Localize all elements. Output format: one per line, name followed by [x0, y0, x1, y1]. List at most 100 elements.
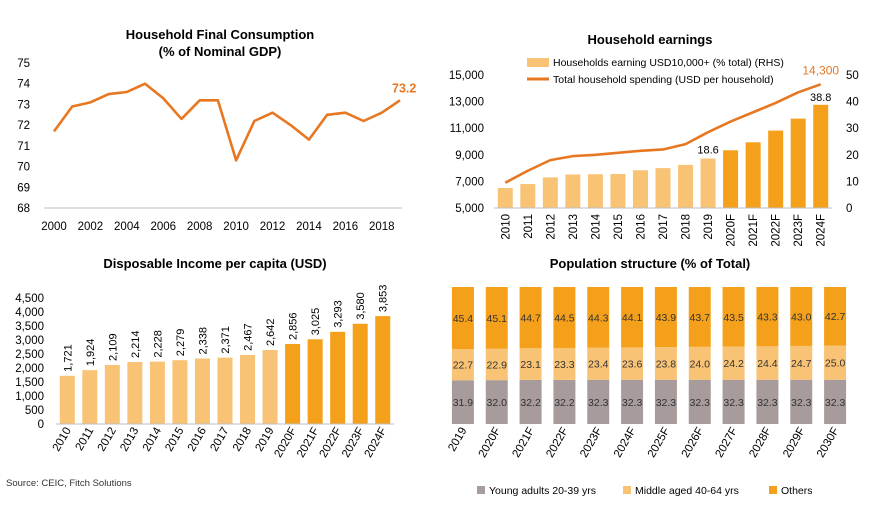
- chart4-segment-middle-2021f: [519, 348, 542, 380]
- chart3-x-tick-2016: 2016: [186, 426, 209, 454]
- chart1-y-tick-71: 71: [17, 141, 30, 153]
- chart4-x-tick-2021f: 2021F: [510, 426, 537, 460]
- chart2-bar-2022f: [768, 130, 784, 208]
- chart2-right-tick-30: 30: [846, 123, 859, 135]
- chart3-bar-2021f: [307, 339, 323, 424]
- chart3-x-tick-2017: 2017: [208, 426, 231, 454]
- legend-label-household-spending: Total household spending (USD per househ…: [553, 74, 774, 86]
- chart4-segment-others-2027f: [722, 287, 745, 347]
- chart4-label-young-2027f: 32.3: [723, 397, 744, 409]
- chart4-segment-young-2028f: [756, 379, 779, 424]
- chart4-segment-young-2023f: [587, 379, 610, 424]
- chart2-x-tick-2020f: 2020F: [726, 214, 738, 247]
- chart4-x-tick-2025f: 2025F: [646, 426, 673, 460]
- chart1-title: Household Final Consumption: [126, 27, 315, 42]
- chart2-x-tick-2014: 2014: [590, 213, 602, 239]
- chart4-label-young-2022f: 32.2: [554, 397, 575, 409]
- chart4-label-young-2030f: 32.3: [825, 397, 846, 409]
- chart3-bar-2012: [104, 364, 120, 424]
- chart2-right-tick-40: 40: [846, 97, 859, 109]
- chart4-label-others-2029f: 43.0: [791, 311, 812, 323]
- chart2-right-tick-0: 0: [846, 203, 852, 215]
- chart3-bar-2016: [194, 358, 210, 424]
- chart3-bar-2023f: [352, 323, 368, 424]
- chart4-segment-others-2022f: [553, 287, 576, 348]
- chart1-series-line: [52, 82, 401, 162]
- chart3-bar-2019: [262, 350, 278, 424]
- chart3-y-tick-3-000: 3,000: [15, 335, 44, 347]
- source-note: Source: CEIC, Fitch Solutions: [6, 478, 132, 489]
- chart3-x-tick-2024f: 2024F: [363, 426, 390, 460]
- legend-label-households-earning: Households earning USD10,000+ (% total) …: [553, 57, 784, 69]
- chart3-value-label-2017: 2,371: [220, 326, 232, 354]
- chart4-segment-young-2020f: [485, 380, 508, 424]
- chart4-label-young-2026f: 32.3: [690, 397, 711, 409]
- chart4-label-young-2020f: 32.0: [487, 397, 508, 409]
- chart4-label-young-2023f: 32.3: [588, 397, 609, 409]
- chart4-label-middle-2022f: 23.3: [554, 359, 575, 371]
- chart1-x-tick-2006: 2006: [150, 221, 176, 233]
- chart2-x-tick-2023f: 2023F: [793, 214, 805, 247]
- chart4-x-tick-2030f: 2030F: [815, 426, 842, 460]
- chart4-segment-young-2025f: [654, 379, 677, 424]
- legend-label-middle-aged: Middle aged 40-64 yrs: [635, 485, 739, 497]
- chart3-x-tick-2011: 2011: [74, 426, 97, 453]
- chart2-bar-2019: [700, 158, 716, 208]
- chart4-label-middle-2030f: 25.0: [825, 358, 846, 370]
- chart4-segment-middle-2025f: [654, 347, 677, 380]
- chart3-value-label-2011: 1,924: [85, 339, 97, 367]
- chart4-x-tick-2024f: 2024F: [612, 426, 639, 460]
- chart4-label-young-2021f: 32.2: [520, 397, 541, 409]
- chart3-value-label-2015: 2,279: [175, 329, 187, 357]
- chart2-bar-2016: [632, 170, 648, 208]
- chart3-value-label-2022f: 3,293: [333, 300, 345, 328]
- legend-swatch-middle-aged: [623, 486, 631, 494]
- chart4-x-tick-2027f: 2027F: [713, 426, 740, 460]
- chart3-bar-2015: [172, 360, 188, 424]
- chart3-bars: [59, 316, 391, 424]
- chart2-label-bar-2024f: 38.8: [810, 92, 831, 104]
- chart4-segment-young-2027f: [722, 379, 745, 424]
- chart4-segment-middle-2030f: [824, 345, 847, 380]
- chart3-value-label-2018: 2,467: [243, 323, 255, 351]
- chart3-value-label-2012: 2,109: [107, 333, 119, 361]
- chart2-bar-2015: [610, 173, 626, 208]
- chart3-bar-2024f: [375, 316, 391, 424]
- chart2-bar-2024f: [813, 104, 829, 208]
- chart1-y-tick-75: 75: [17, 58, 30, 70]
- chart3-bar-2018: [240, 354, 256, 424]
- chart4-label-middle-2024f: 23.6: [622, 359, 643, 371]
- chart4-label-others-2026f: 43.7: [690, 312, 711, 324]
- chart2-x-tick-2013: 2013: [568, 214, 580, 240]
- chart4-x-tick-2029f: 2029F: [781, 426, 808, 460]
- chart3-y-axis: 0 500 1,000 1,500 2,000 2,500 3,000 3,500 4,000 4…: [15, 293, 44, 431]
- chart4-label-others-2022f: 44.5: [554, 312, 575, 324]
- chart4-label-middle-2025f: 23.8: [656, 358, 677, 370]
- chart3-value-label-2016: 2,338: [197, 327, 209, 355]
- chart2-left-tick-5-000: 5,000: [455, 203, 484, 215]
- chart4-label-middle-2029f: 24.7: [791, 358, 812, 370]
- chart1-y-axis: 68 69 70 71 72 73 74 75: [17, 58, 30, 215]
- chart1-plot: [52, 82, 401, 162]
- chart4-segment-middle-2019: [451, 349, 474, 381]
- chart3-value-label-2013: 2,214: [130, 330, 142, 358]
- chart4-segment-others-2021f: [519, 287, 542, 349]
- chart4-segment-others-2023f: [587, 287, 610, 348]
- chart3-value-labels: 1,721 1,924 2,109 2,214 2,228 2,279 2,338 2,371…: [62, 285, 389, 372]
- chart4-label-middle-2026f: 24.0: [690, 358, 711, 370]
- chart3-bar-2017: [217, 357, 233, 424]
- chart4-x-tick-2023f: 2023F: [578, 426, 605, 460]
- legend-label-others: Others: [781, 485, 813, 497]
- chart4-segment-young-2024f: [621, 379, 644, 424]
- chart4-segment-others-2029f: [790, 287, 813, 346]
- chart2-bar-2012: [542, 177, 558, 208]
- chart3-bar-2010: [59, 375, 75, 424]
- chart2-bar-2010: [497, 188, 513, 208]
- chart4-label-others-2023f: 44.3: [588, 312, 609, 324]
- chart2-legend: Households earning USD10,000+ (% total) …: [527, 57, 784, 86]
- chart3-value-label-2023f: 3,580: [355, 292, 367, 320]
- chart4-label-middle-2023f: 23.4: [588, 359, 609, 371]
- legend-swatch-others: [769, 486, 777, 494]
- chart4-segment-middle-2023f: [587, 347, 610, 380]
- chart4-segment-young-2030f: [824, 379, 847, 424]
